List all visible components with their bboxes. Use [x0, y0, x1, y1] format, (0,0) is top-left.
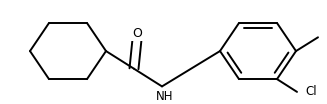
Text: Cl: Cl: [305, 85, 317, 98]
Text: NH: NH: [156, 90, 174, 103]
Text: O: O: [132, 27, 142, 40]
